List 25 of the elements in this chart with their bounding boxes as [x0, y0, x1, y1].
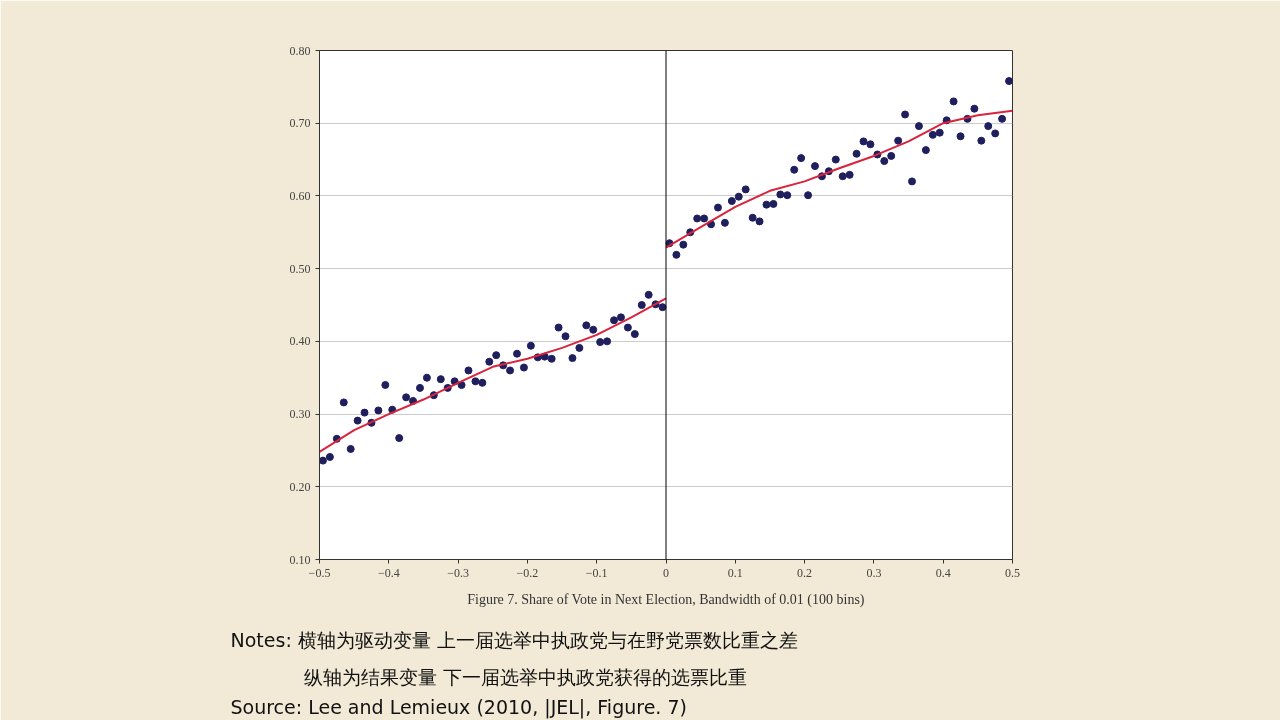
- y-tick-label: 0.10: [289, 552, 311, 567]
- x-tick-label: 0.5: [1005, 565, 1020, 580]
- x-tick-label: 0.3: [866, 565, 882, 580]
- x-tick-label: 0.4: [935, 565, 951, 580]
- line-series: [665, 109, 1013, 249]
- x-tick-label: −0.1: [585, 565, 608, 580]
- y-tick-label: 0.30: [289, 407, 311, 422]
- y-tick-label: 0.40: [289, 334, 311, 349]
- x-tick-label: −0.3: [447, 565, 469, 580]
- y-tick-label: 0.20: [289, 479, 311, 494]
- x-tick-label: −0.5: [308, 565, 331, 580]
- text: 纵轴为结果变量 下一届选举中执政党获得的选票比重: [303, 665, 747, 688]
- y-tick-label: 0.50: [289, 261, 311, 276]
- y-tick-label: 0.80: [289, 43, 311, 58]
- source-note: Source: Lee and Lemieux (2010, |JEL|, Figure. 7): [230, 695, 687, 719]
- y-tick-label: 0.60: [289, 188, 311, 203]
- x-tick-label: 0.2: [797, 565, 813, 580]
- x-tick-label: −0.2: [516, 565, 539, 580]
- x-tick-label: −0.4: [377, 565, 400, 580]
- x-tick-label: 0: [663, 565, 669, 580]
- line-series: [319, 297, 667, 453]
- text: Figure 7. Share of Vote in Next Election, Bandwidth of 0.01 (100 bins): [467, 591, 865, 608]
- y-tick-label: 0.70: [289, 116, 311, 131]
- text: Notes: 横轴为驱动变量 上一届选举中执政党与在野党票数比重之差: [230, 628, 798, 651]
- x-tick-label: 0.1: [727, 565, 743, 580]
